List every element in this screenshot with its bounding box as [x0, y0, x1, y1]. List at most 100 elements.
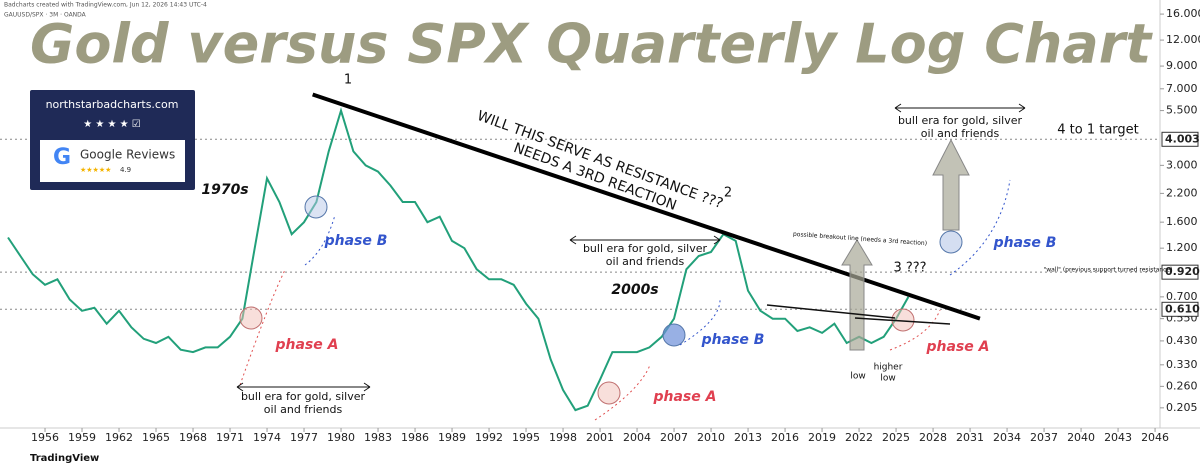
- circle: [304, 195, 328, 219]
- x-tick-label: 2001: [586, 431, 614, 444]
- x-tick-label: 1986: [401, 431, 429, 444]
- annotation: phase A: [926, 339, 990, 355]
- annotation: low: [880, 374, 895, 384]
- x-tick-label: 2013: [734, 431, 762, 444]
- badge-stars: ★ ★ ★ ★ ☑: [83, 119, 141, 130]
- x-tick-label: 1989: [438, 431, 466, 444]
- x-tick-label: 1959: [68, 431, 96, 444]
- phase-curve: [594, 364, 651, 421]
- badge: northstarbadcharts.com ★ ★ ★ ★ ☑ G Googl…: [30, 90, 195, 190]
- y-tick-label: 0.430: [1166, 334, 1198, 347]
- x-tick-label: 1962: [105, 431, 133, 444]
- annotation: oil and friends: [264, 403, 343, 416]
- y-tick-label: 5.500: [1166, 104, 1198, 117]
- annotation: bull era for gold, silver: [898, 114, 1023, 127]
- x-tick-label: 1995: [512, 431, 540, 444]
- x-tick-label: 2022: [845, 431, 873, 444]
- annotation: 1970s: [201, 182, 248, 198]
- badge-rating: 4.9: [120, 166, 131, 174]
- price-box: [1161, 131, 1199, 147]
- x-tick-label: 1965: [142, 431, 170, 444]
- g-logo: G: [53, 145, 71, 170]
- x-tick-label: 2031: [956, 431, 984, 444]
- support-line: [854, 317, 951, 325]
- annotation: oil and friends: [921, 127, 1000, 140]
- x-tick-label: 1971: [216, 431, 244, 444]
- x-tick-label: 2019: [808, 431, 836, 444]
- annotation: low: [850, 372, 865, 382]
- annotation: 2: [724, 186, 732, 201]
- footer: TradingView: [30, 453, 99, 464]
- price-box: [1161, 301, 1199, 317]
- arrow: [932, 138, 970, 231]
- arrow: [841, 239, 873, 351]
- annotation: "wall" (previous support turned resistan…: [1043, 267, 1172, 274]
- x-tick-label: 2037: [1030, 431, 1058, 444]
- circle: [662, 323, 686, 347]
- x-tick-label: 2046: [1141, 431, 1169, 444]
- price-label: 0.920: [1165, 265, 1200, 278]
- phase-curve: [239, 269, 286, 386]
- annotation: phase B: [324, 233, 388, 249]
- x-tick-label: 2040: [1067, 431, 1095, 444]
- circle: [239, 306, 263, 330]
- price-label: 0.610: [1165, 302, 1200, 315]
- y-tick-label: 1.200: [1166, 241, 1198, 254]
- annotation: 1: [344, 73, 352, 88]
- x-tick-label: 1980: [327, 431, 355, 444]
- x-tick-label: 2010: [697, 431, 725, 444]
- y-tick-label: 2.200: [1166, 186, 1198, 199]
- badge-site: northstarbadcharts.com: [46, 98, 179, 111]
- badge-card: [40, 140, 185, 182]
- badge-reviews: Google Reviews: [80, 148, 175, 162]
- y-tick-label: 0.260: [1166, 379, 1198, 392]
- phase-curve: [304, 214, 336, 266]
- annotation: higher: [874, 363, 903, 373]
- x-tick-label: 2028: [919, 431, 947, 444]
- price-box: [1161, 264, 1199, 280]
- annotation: 2000s: [611, 282, 658, 298]
- x-tick-label: 1998: [549, 431, 577, 444]
- y-tick-label: 0.205: [1166, 401, 1198, 414]
- circle: [939, 230, 963, 254]
- symbol: GAUUSD/SPX · 3M · OANDA: [4, 12, 87, 19]
- circle: [597, 381, 621, 405]
- y-tick-label: 1.600: [1166, 215, 1198, 228]
- x-tick-label: 1977: [290, 431, 318, 444]
- y-tick-label: 12.000: [1166, 33, 1200, 46]
- trendline: [312, 92, 981, 321]
- x-tick-label: 1992: [475, 431, 503, 444]
- annotation: phase B: [701, 332, 765, 348]
- support-line: [766, 304, 896, 319]
- x-tick-label: 2016: [771, 431, 799, 444]
- y-tick-label: 3.000: [1166, 158, 1198, 171]
- badge-stars2: ★★★★★: [80, 166, 111, 174]
- y-tick-label: 0.700: [1166, 290, 1198, 303]
- x-tick-label: 1974: [253, 431, 281, 444]
- price-line: [7, 107, 910, 412]
- range-arrow: [569, 235, 721, 245]
- x-tick-label: 2007: [660, 431, 688, 444]
- phase-curve: [889, 309, 941, 351]
- annotation: bull era for gold, silver: [583, 242, 708, 255]
- annotation: 3 ???: [893, 261, 926, 276]
- annotation: phase A: [653, 389, 717, 405]
- chart-title: Gold versus SPX Quarterly Log Chart: [30, 13, 1153, 76]
- annotation: phase B: [993, 235, 1057, 251]
- annotation: phase A: [275, 337, 339, 353]
- range-arrow: [894, 103, 1026, 113]
- y-tick-label: 0.330: [1166, 358, 1198, 371]
- header: Badcharts created with TradingView.com, …: [4, 2, 207, 9]
- range-arrow: [236, 382, 371, 392]
- x-tick-label: 1983: [364, 431, 392, 444]
- annotation: 4 to 1 target: [1057, 123, 1139, 138]
- x-tick-label: 2043: [1104, 431, 1132, 444]
- x-tick-label: 2004: [623, 431, 651, 444]
- decorations: [236, 103, 1026, 421]
- y-tick-label: 16.000: [1166, 7, 1200, 20]
- price-label: 4.003: [1165, 132, 1200, 145]
- x-tick-label: 2034: [993, 431, 1021, 444]
- x-tick-label: 1968: [179, 431, 207, 444]
- x-tick-label: 2025: [882, 431, 910, 444]
